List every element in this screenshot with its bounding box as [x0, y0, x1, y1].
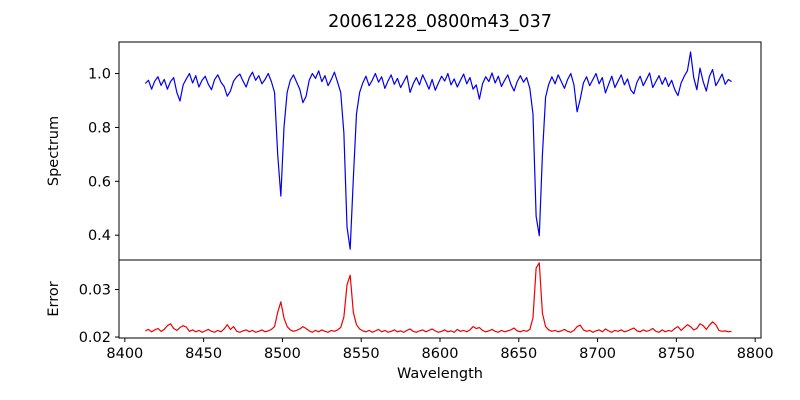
x-tick-label: 8800: [737, 346, 774, 362]
y-axis-label-spectrum: Spectrum: [46, 116, 62, 186]
chart-title: 20061228_0800m43_037: [328, 12, 552, 32]
y-axis-label-error: Error: [46, 281, 62, 316]
x-tick-label: 8600: [422, 346, 459, 362]
error-line: [145, 262, 732, 333]
x-tick-label: 8550: [343, 346, 380, 362]
y-tick-label: 0.4: [88, 228, 111, 244]
spectrum-panel-border: [118, 41, 762, 261]
y-tick-label: 0.6: [88, 174, 111, 190]
y-tick-label: 0.03: [79, 282, 111, 298]
x-tick-label: 8700: [579, 346, 616, 362]
error-panel-border: [118, 259, 762, 339]
x-tick-label: 8500: [264, 346, 301, 362]
spectrum-line: [144, 51, 732, 250]
x-tick-label: 8450: [185, 346, 222, 362]
x-tick-label: 8650: [500, 346, 537, 362]
x-axis-label: Wavelength: [397, 366, 483, 382]
y-tick-label: 1.0: [88, 67, 111, 83]
y-tick-label: 0.8: [88, 120, 111, 136]
x-tick-label: 8750: [658, 346, 695, 362]
x-tick-label: 8400: [106, 346, 143, 362]
y-tick-label: 0.02: [79, 330, 111, 346]
